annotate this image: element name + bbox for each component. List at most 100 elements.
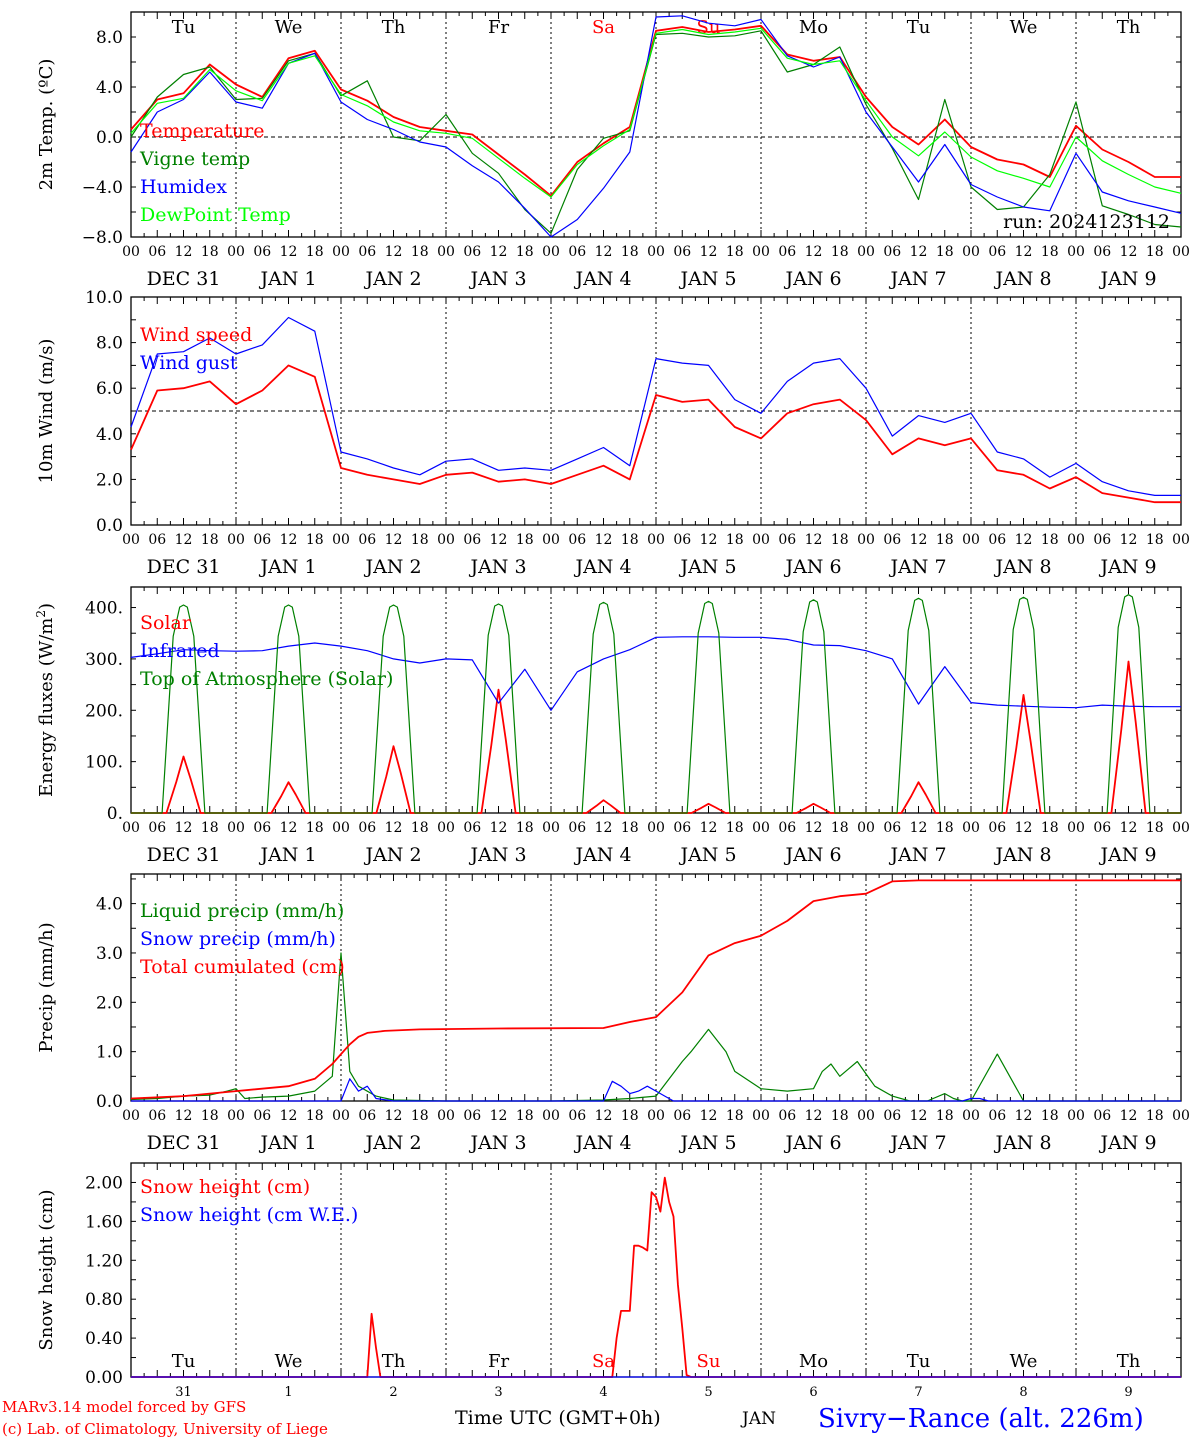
hour-tick-label: 12 (910, 532, 928, 548)
y-tick-label: 6.0 (96, 379, 123, 399)
hour-tick-label: 00 (752, 1108, 770, 1124)
hour-tick-label: 18 (831, 244, 849, 260)
hour-tick-label: 18 (936, 244, 954, 260)
footer-model-line: MARv3.14 model forced by GFS (2, 1398, 246, 1416)
hour-tick-label: 06 (253, 820, 271, 836)
hour-tick-label: 18 (936, 1108, 954, 1124)
hour-tick-label: 06 (358, 820, 376, 836)
date-label: JAN 6 (783, 556, 841, 578)
day-of-week-label: Mo (799, 1351, 828, 1372)
hour-tick-label: 06 (673, 244, 691, 260)
hour-tick-label: 12 (175, 244, 193, 260)
hour-tick-label: 06 (568, 820, 586, 836)
day-of-week-label: Th (382, 17, 406, 38)
day-of-week-label: Th (1117, 1351, 1141, 1372)
date-label: JAN 5 (678, 556, 736, 578)
hour-tick-label: 18 (1146, 1108, 1164, 1124)
y-tick-label: 4.0 (96, 895, 123, 915)
hour-tick-label: 00 (1172, 244, 1190, 260)
series-line-snow-precip-mm-h (131, 1078, 1181, 1102)
hour-tick-label: 00 (752, 820, 770, 836)
hour-tick-label: 06 (1093, 1108, 1111, 1124)
hour-tick-label: 06 (988, 1108, 1006, 1124)
hour-tick-label: 00 (857, 244, 875, 260)
hour-tick-label: 12 (385, 1108, 403, 1124)
y-tick-label: 0.0 (96, 516, 123, 536)
y-axis-label: 2m Temp. (ºC) (36, 59, 57, 191)
hour-tick-label: 06 (988, 820, 1006, 836)
date-label: DEC 31 (147, 1132, 221, 1154)
date-label: JAN 2 (363, 844, 421, 866)
day-of-week-label: We (275, 17, 303, 38)
hour-tick-label: 00 (1067, 532, 1085, 548)
hour-tick-label: 18 (936, 820, 954, 836)
hour-tick-label: 00 (122, 1108, 140, 1124)
hour-tick-label: 12 (805, 532, 823, 548)
y-tick-label: 0.00 (85, 1368, 123, 1388)
hour-tick-label: 06 (463, 1108, 481, 1124)
hour-tick-label: 12 (1015, 1108, 1033, 1124)
hour-tick-label: 00 (227, 820, 245, 836)
x-axis-title: Time UTC (GMT+0h) (455, 1407, 661, 1429)
hour-tick-label: 00 (227, 532, 245, 548)
hour-tick-label: 12 (385, 820, 403, 836)
hour-tick-label: 18 (621, 820, 639, 836)
legend-entry: Total cumulated (cm) (140, 956, 345, 978)
hour-tick-label: 12 (700, 532, 718, 548)
hour-tick-label: 18 (516, 1108, 534, 1124)
hour-tick-label: 12 (700, 244, 718, 260)
hour-tick-label: 06 (673, 820, 691, 836)
day-of-week-label: Tu (172, 17, 196, 38)
panel-energy: 0. 100. 200. 300. 400. Energy fluxes (W/m2) 00… (34, 586, 1190, 866)
hour-tick-label: 12 (280, 244, 298, 260)
hour-tick-label: 06 (1093, 244, 1111, 260)
hour-tick-label: 18 (516, 820, 534, 836)
date-number-label: 31 (175, 1385, 192, 1400)
date-label: JAN 1 (258, 268, 316, 290)
legend-entry: Solar (140, 612, 192, 634)
hour-tick-label: 00 (752, 244, 770, 260)
hour-tick-label: 06 (1093, 532, 1111, 548)
hour-tick-label: 06 (253, 244, 271, 260)
hour-tick-label: 12 (595, 532, 613, 548)
hour-tick-label: 18 (306, 532, 324, 548)
date-label: JAN 4 (573, 1132, 631, 1154)
hour-tick-label: 18 (306, 820, 324, 836)
day-of-week-label: Su (697, 1351, 721, 1372)
date-label: JAN 6 (783, 844, 841, 866)
hour-tick-label: 12 (1120, 532, 1138, 548)
hour-tick-label: 00 (542, 1108, 560, 1124)
hour-tick-label: 18 (831, 532, 849, 548)
hour-tick-label: 00 (752, 532, 770, 548)
hour-tick-label: 06 (778, 820, 796, 836)
y-tick-label: 400. (85, 599, 123, 619)
hour-tick-label: 18 (726, 1108, 744, 1124)
hour-tick-label: 18 (831, 1108, 849, 1124)
hour-tick-label: 00 (962, 532, 980, 548)
station-label: Sivry−Rance (alt. 226m) (818, 1404, 1144, 1434)
y-tick-label: 8.0 (96, 28, 123, 48)
date-label: JAN 2 (363, 556, 421, 578)
legend-entry: Temperature (140, 120, 264, 142)
hour-tick-label: 06 (673, 1108, 691, 1124)
y-tick-label: 2.00 (85, 1173, 123, 1193)
y-tick-label: 0.0 (96, 128, 123, 148)
date-number-label: 5 (704, 1385, 712, 1400)
series-line-wind-gust (130, 316, 1181, 496)
hour-tick-label: 12 (1015, 532, 1033, 548)
hour-tick-label: 18 (411, 532, 429, 548)
date-label: JAN 4 (573, 268, 631, 290)
hour-tick-label: 12 (1120, 1108, 1138, 1124)
day-of-week-label: Sa (592, 1351, 615, 1372)
hour-tick-label: 18 (201, 244, 219, 260)
legend-entry: Snow precip (mm/h) (140, 928, 336, 950)
hour-tick-label: 00 (857, 532, 875, 548)
hour-tick-label: 18 (411, 1108, 429, 1124)
y-tick-label: 10.0 (85, 288, 123, 308)
hour-tick-label: 00 (437, 532, 455, 548)
legend-entry: Snow height (cm) (140, 1176, 310, 1198)
hour-tick-label: 12 (805, 820, 823, 836)
hour-tick-label: 12 (595, 244, 613, 260)
date-label: JAN 8 (993, 268, 1051, 290)
day-of-week-label: Th (382, 1351, 406, 1372)
